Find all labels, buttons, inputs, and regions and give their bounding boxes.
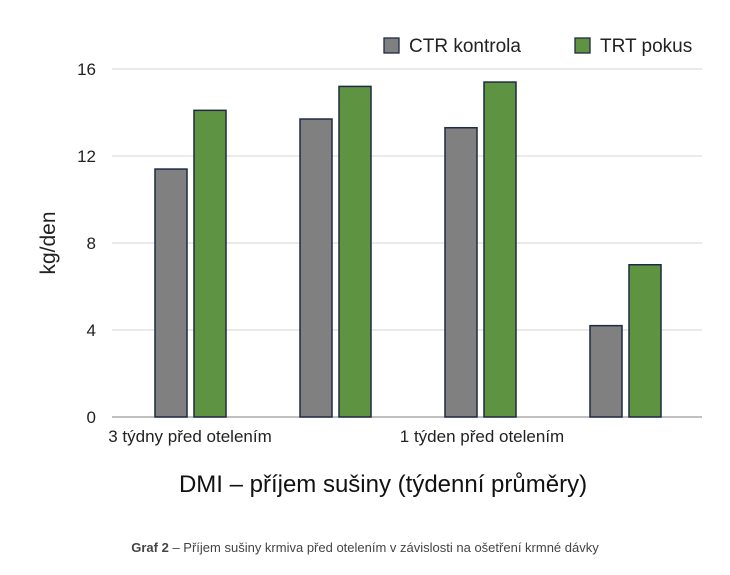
bars: [154, 81, 662, 418]
caption-text: – Příjem sušiny krmiva před otelením v z…: [168, 540, 599, 555]
caption-number: Graf 2: [131, 540, 169, 555]
bar-trt-3: [483, 81, 517, 418]
figure-caption: Graf 2 – Příjem sušiny krmiva před otele…: [0, 540, 730, 555]
legend-label: CTR kontrola: [409, 36, 521, 57]
legend-label: TRT pokus: [600, 36, 692, 57]
category-label: 3 týdny před otelením: [108, 427, 271, 446]
legend-swatch: [574, 37, 591, 54]
category-label: 1 týden před otelením: [400, 427, 564, 446]
bar-trt-1: [193, 109, 227, 418]
bar-chart: 0 4 8 12 16 3 týdny před otelením 1 týden pře…: [37, 36, 702, 498]
category-labels: 3 týdny před otelením 1 týden před otelen…: [108, 427, 564, 446]
legend: CTR kontrola TRT pokus: [383, 36, 692, 57]
y-tick-labels: 0 4 8 12 16: [77, 60, 96, 427]
y-tick-label: 4: [87, 321, 96, 340]
bar-trt-4: [628, 264, 662, 418]
bar-ctr-4: [589, 324, 623, 418]
y-tick-label: 8: [87, 234, 96, 253]
x-axis-label: DMI – příjem sušiny (týdenní průměry): [179, 471, 587, 498]
y-tick-label: 0: [87, 408, 96, 427]
legend-swatch: [383, 37, 400, 54]
y-tick-label: 12: [77, 147, 96, 166]
bar-trt-2: [338, 85, 372, 418]
y-tick-label: 16: [77, 60, 96, 79]
bar-ctr-1: [154, 168, 188, 418]
bar-ctr-2: [299, 118, 333, 418]
bar-ctr-3: [444, 126, 478, 418]
y-axis-label: kg/den: [37, 211, 60, 274]
